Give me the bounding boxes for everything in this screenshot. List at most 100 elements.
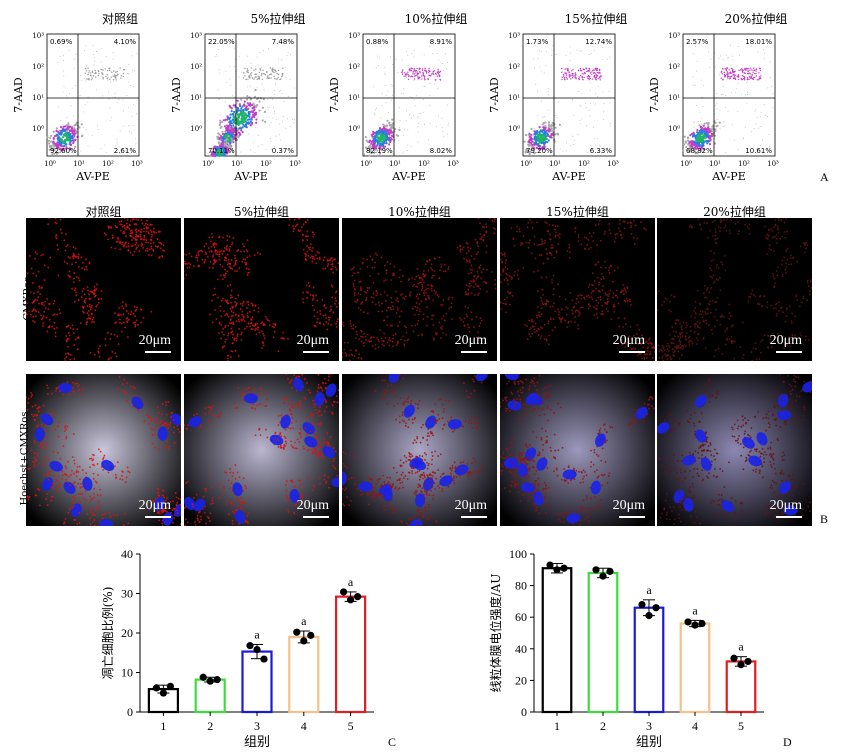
scale-bar-label: 20μm	[138, 333, 171, 348]
data-point	[159, 689, 167, 697]
significance-label: a	[348, 575, 354, 589]
quadrant-ul-3: 0.88%	[366, 38, 389, 46]
data-point	[199, 673, 207, 681]
y-axis-label: 线粒体膜电位强度/AU	[488, 574, 503, 693]
flow-ytick: 10²	[190, 63, 202, 71]
scale-bar-label: 20μm	[454, 498, 487, 513]
xtick-label: 3	[254, 719, 260, 733]
flow-xtick: 10¹	[709, 160, 721, 168]
quadrant-ur-1: 4.10%	[114, 38, 137, 46]
flow-xtick: 10³	[289, 160, 301, 168]
significance-label: a	[692, 603, 698, 617]
data-point	[599, 572, 607, 580]
flow-xtick: 10²	[418, 160, 430, 168]
merged-image-2: 20μm	[184, 374, 339, 526]
flow-ytick: 10¹	[668, 94, 680, 102]
ytick-label: 100	[509, 547, 527, 561]
data-point	[737, 661, 745, 669]
ytick-label: 20	[121, 626, 133, 640]
data-point	[684, 618, 692, 626]
flow-title-2: 5%拉伸组	[250, 12, 306, 26]
ytick-label: 40	[515, 642, 527, 656]
scale-bar	[461, 351, 487, 353]
x-axis-label: 组别	[636, 735, 662, 750]
scale-bar-label: 20μm	[138, 498, 171, 513]
bar-4	[679, 622, 711, 714]
scale-bar	[461, 516, 487, 518]
quadrant-lr-1: 2.61%	[114, 147, 137, 155]
flow-xtick: 10²	[738, 160, 750, 168]
scale-bar-label: 20μm	[454, 333, 487, 348]
data-point	[206, 677, 214, 685]
data-point	[553, 566, 561, 574]
significance-label: a	[254, 627, 260, 641]
ytick-label: 40	[121, 547, 133, 561]
chart-d: 0 20 40 60 80 100 1 2 a 3 a 4 a 5 组别 线粒体膜电位强度/AU D	[488, 547, 792, 750]
scale-bar	[145, 516, 171, 518]
scale-bar	[776, 351, 802, 353]
panel-letter-b: B	[820, 512, 829, 526]
flow-ytick: 10¹	[190, 94, 202, 102]
flow-ytick: 10³	[32, 32, 44, 40]
significance-label: a	[301, 614, 307, 628]
scale-bar	[303, 351, 329, 353]
panel-letter: C	[388, 735, 396, 749]
cmxros-image-3: 20μm	[342, 218, 497, 361]
flow-xtick: 10⁰	[680, 160, 692, 168]
quadrant-lr-4: 6.33%	[590, 147, 613, 155]
flow-ylabel: 7-AAD	[170, 77, 183, 113]
bar-2	[194, 678, 226, 714]
scale-bar-label: 20μm	[612, 498, 645, 513]
flow-ytick: 10³	[348, 32, 360, 40]
data-point	[354, 593, 362, 601]
flow-xlabel: AV-PE	[711, 170, 745, 183]
data-point	[698, 619, 706, 628]
data-point	[340, 588, 348, 596]
flow-xtick: 10⁰	[360, 160, 372, 168]
quadrant-lr-5: 10.61%	[745, 147, 772, 155]
flow-xtick: 10¹	[549, 160, 561, 168]
xtick-label: 1	[554, 719, 560, 733]
data-point	[300, 637, 308, 645]
flow-plot-3: 0.88% 8.91% 82.19% 8.02% 10³ 10² 10¹ 10⁰ 10⁰ 10¹ 1…	[328, 32, 459, 183]
ytick-label: 0	[521, 705, 527, 719]
data-point	[638, 600, 646, 609]
ytick-label: 60	[515, 610, 527, 624]
flow-xtick: 10¹	[389, 160, 401, 168]
flow-xlabel: AV-PE	[391, 170, 425, 183]
micro-title-2: 5%拉伸组	[233, 205, 290, 219]
quadrant-ur-2: 7.48%	[272, 38, 295, 46]
data-point	[152, 684, 160, 692]
data-point	[246, 642, 254, 650]
ytick-label: 30	[121, 587, 133, 601]
flow-ytick: 10³	[190, 32, 202, 40]
scale-bar	[619, 351, 645, 353]
flow-ytick: 10³	[508, 32, 520, 40]
data-point	[293, 628, 301, 636]
cmxros-image-5: 20μm	[657, 218, 812, 361]
flow-title-4: 15%拉伸组	[564, 12, 628, 26]
flow-ytick: 10¹	[348, 94, 360, 102]
xtick-label: 3	[646, 719, 652, 733]
data-point	[652, 604, 660, 612]
data-point	[645, 612, 653, 620]
quadrant-ll-2: 70.11%	[208, 147, 235, 155]
scale-bar	[303, 516, 329, 518]
scale-bar	[619, 516, 645, 518]
quadrant-ul-2: 22.05%	[208, 38, 235, 46]
xtick-label: 4	[692, 719, 698, 733]
flow-ylabel: 7-AAD	[12, 77, 25, 113]
flow-xtick: 10³	[447, 160, 459, 168]
flow-xtick: 10³	[131, 160, 143, 168]
flow-xtick: 10³	[767, 160, 779, 168]
quadrant-lr-3: 8.02%	[430, 147, 453, 155]
significance-label: a	[646, 583, 652, 597]
data-point	[347, 596, 355, 604]
flow-ytick: 10²	[508, 63, 520, 71]
quadrant-ll-3: 82.19%	[366, 147, 393, 155]
flow-xtick: 10²	[578, 160, 590, 168]
flow-ytick: 10¹	[32, 94, 44, 102]
bar-4	[288, 635, 320, 714]
merged-image-1: 20μm	[26, 374, 181, 526]
flow-ytick: 10²	[348, 63, 360, 71]
